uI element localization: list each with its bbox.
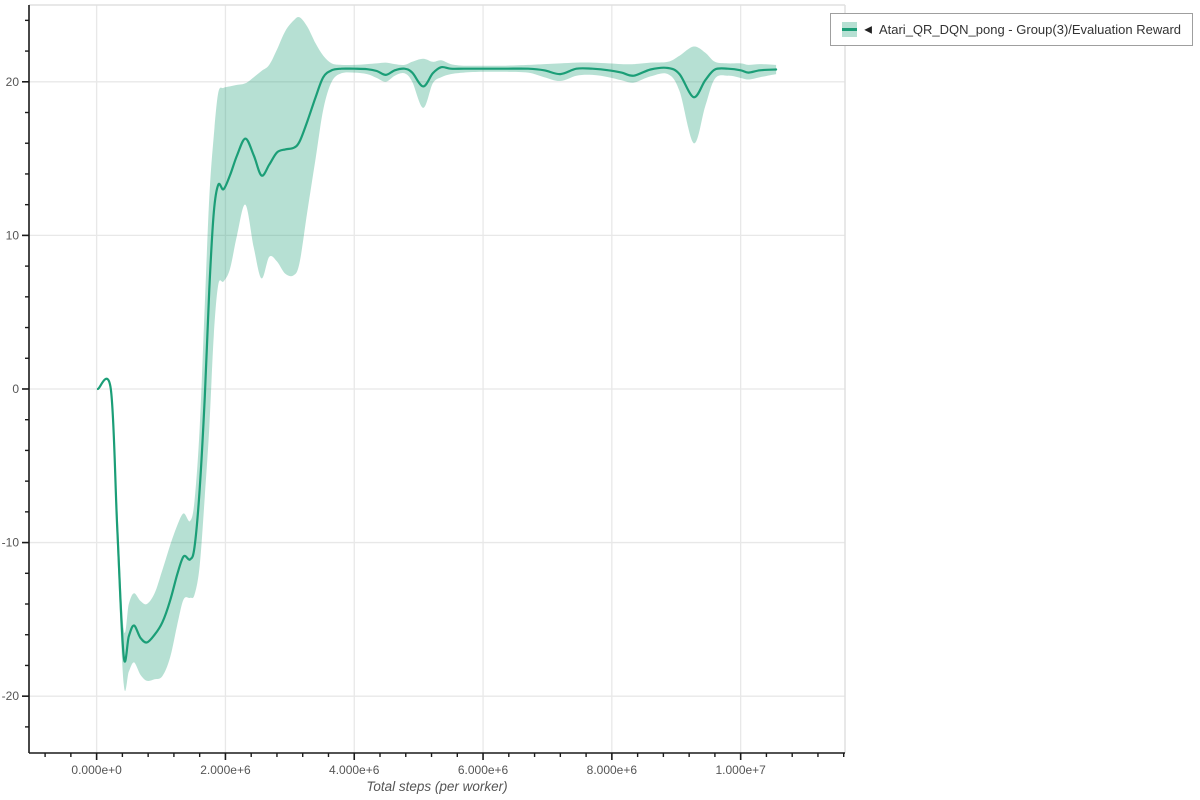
x-tick-label: 1.000e+7 <box>715 763 766 777</box>
confidence-band <box>97 17 777 692</box>
x-tick-label: 8.000e+6 <box>587 763 638 777</box>
y-tick-label: 20 <box>6 75 20 89</box>
y-tick-label: 0 <box>12 382 19 396</box>
legend-series-label: Atari_QR_DQN_pong - Group(3)/Evaluation … <box>878 22 1181 37</box>
series-swatch-line <box>842 28 858 31</box>
x-tick-label: 6.000e+6 <box>458 763 509 777</box>
x-tick-label: 4.000e+6 <box>329 763 380 777</box>
series-swatch-icon <box>842 22 858 37</box>
collapse-legend-icon[interactable]: ◀ <box>864 24 872 35</box>
x-axis-title: Total steps (per worker) <box>366 779 508 794</box>
x-tick-label: 0.000e+0 <box>71 763 122 777</box>
legend[interactable]: ◀ Atari_QR_DQN_pong - Group(3)/Evaluatio… <box>830 13 1193 46</box>
y-tick-label: -10 <box>2 536 20 550</box>
series-line <box>96 65 778 663</box>
y-tick-label: 10 <box>6 228 20 242</box>
y-tick-label: -20 <box>2 689 20 703</box>
plot-area[interactable] <box>29 5 845 753</box>
x-tick-label: 2.000e+6 <box>200 763 251 777</box>
